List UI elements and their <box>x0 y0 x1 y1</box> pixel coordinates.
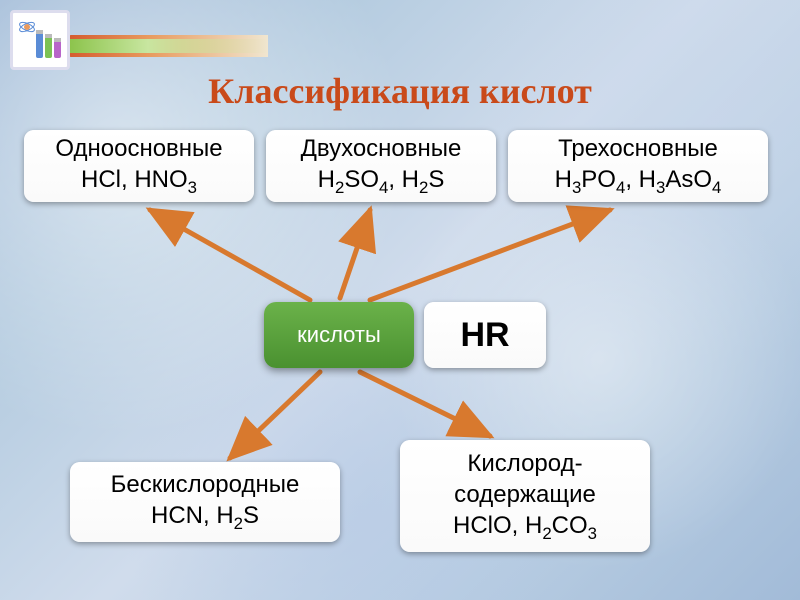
box-label-l1: Кислород- <box>412 448 638 479</box>
decorative-ribbon <box>68 35 268 57</box>
box-label-l2: содержащие <box>412 479 638 510</box>
box-anoxic: Бескислородные HCN, H2S <box>70 462 340 542</box>
box-center-acids: кислоты <box>264 302 414 368</box>
center-label: кислоты <box>276 321 402 350</box>
box-formula: HCN, H2S <box>82 500 328 535</box>
box-label: Одноосновные <box>36 133 242 164</box>
box-dibasic: Двухосновные H2SO4, H2S <box>266 130 496 202</box>
box-formula: H3PO4, H3AsO4 <box>520 164 756 199</box>
box-hr-formula: HR <box>424 302 546 368</box>
box-formula: HCl, HNO3 <box>36 164 242 199</box>
box-label: Бескислородные <box>82 469 328 500</box>
box-label: Трехосновные <box>520 133 756 164</box>
chemistry-icon <box>10 10 70 70</box>
box-formula: H2SO4, H2S <box>278 164 484 199</box>
box-monobasic: Одноосновные HCl, HNO3 <box>24 130 254 202</box>
box-tribasic: Трехосновные H3PO4, H3AsO4 <box>508 130 768 202</box>
box-formula: HClO, H2CO3 <box>412 510 638 545</box>
box-label: Двухосновные <box>278 133 484 164</box>
box-oxygen-containing: Кислород- содержащие HClO, H2CO3 <box>400 440 650 552</box>
hr-label: HR <box>436 313 534 357</box>
page-title: Классификация кислот <box>0 70 800 112</box>
